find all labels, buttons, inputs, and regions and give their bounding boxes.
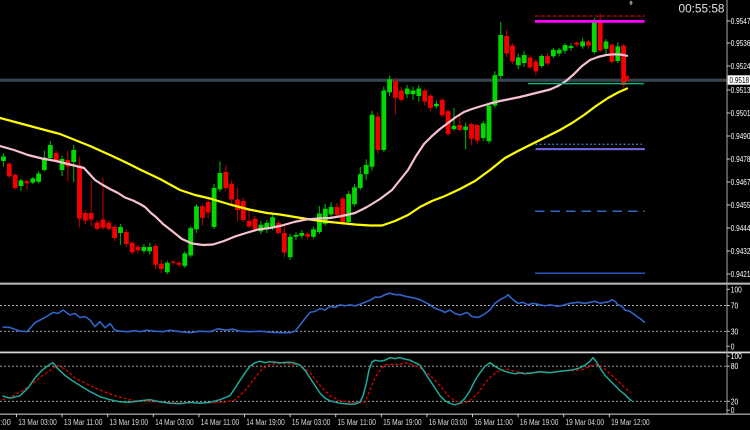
svg-text:30: 30 — [731, 326, 739, 336]
svg-text:0.9536: 0.9536 — [731, 38, 750, 48]
svg-text:0.9513: 0.9513 — [731, 85, 750, 95]
svg-text:0.9432: 0.9432 — [731, 246, 750, 256]
svg-text:13 Mar 03:00: 13 Mar 03:00 — [18, 417, 57, 427]
svg-text:0.9490: 0.9490 — [731, 131, 750, 141]
svg-text:00:55:58: 00:55:58 — [679, 2, 725, 16]
svg-text:19 Mar 04:00: 19 Mar 04:00 — [566, 417, 605, 427]
svg-text:80: 80 — [731, 361, 739, 371]
svg-text:100: 100 — [731, 351, 742, 361]
svg-text:14 Mar 03:00: 14 Mar 03:00 — [155, 417, 194, 427]
svg-text:19 Mar 12:00: 19 Mar 12:00 — [611, 417, 650, 427]
svg-text:0.9455: 0.9455 — [731, 200, 750, 210]
svg-text:15 Mar 03:00: 15 Mar 03:00 — [292, 417, 331, 427]
svg-text:16 Mar 19:00: 16 Mar 19:00 — [520, 417, 559, 427]
svg-text:13 Mar 11:00: 13 Mar 11:00 — [64, 417, 103, 427]
svg-text:0.9501: 0.9501 — [731, 108, 750, 118]
svg-text:16 Mar 03:00: 16 Mar 03:00 — [429, 417, 468, 427]
svg-text:14 Mar 11:00: 14 Mar 11:00 — [201, 417, 240, 427]
svg-text:0.9547: 0.9547 — [731, 16, 750, 26]
svg-text:0: 0 — [731, 405, 735, 415]
svg-text:13 Mar 19:00: 13 Mar 19:00 — [110, 417, 149, 427]
svg-text:0.9518: 0.9518 — [730, 75, 750, 85]
svg-text:0.9444: 0.9444 — [731, 223, 750, 233]
svg-text:0.9467: 0.9467 — [731, 177, 750, 187]
svg-text:0.9421: 0.9421 — [731, 269, 750, 279]
svg-text:0.9524: 0.9524 — [731, 61, 750, 71]
svg-text:0: 0 — [731, 341, 735, 351]
svg-text:0.9478: 0.9478 — [731, 154, 750, 164]
svg-text:15 Mar 11:00: 15 Mar 11:00 — [338, 417, 377, 427]
svg-text:14 Mar 19:00: 14 Mar 19:00 — [246, 417, 285, 427]
svg-text:70: 70 — [731, 301, 739, 311]
svg-text:15 Mar 19:00: 15 Mar 19:00 — [383, 417, 422, 427]
svg-text:16 Mar 11:00: 16 Mar 11:00 — [474, 417, 513, 427]
svg-text:100: 100 — [731, 284, 742, 294]
svg-text::00: :00 — [0, 417, 11, 427]
svg-text:20: 20 — [731, 396, 739, 406]
